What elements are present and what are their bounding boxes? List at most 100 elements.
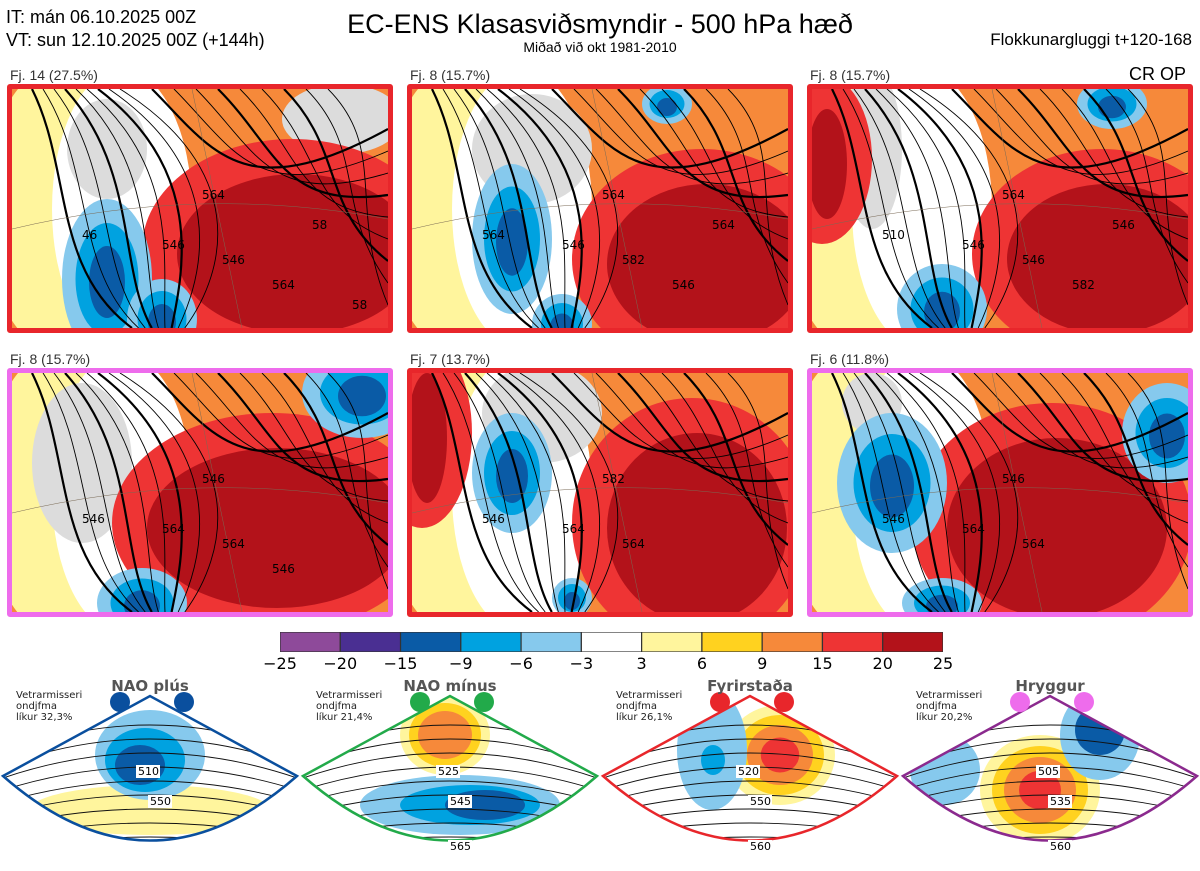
- height-contour: [86, 89, 388, 328]
- contour-label: 58: [352, 298, 367, 312]
- colorbar-bin: [641, 632, 703, 652]
- height-contour: [303, 836, 597, 841]
- regime-ridge: 505 535 560 Hryggur Vetrarmisseri ondjfma …: [900, 675, 1200, 871]
- contour-label: 582: [622, 253, 645, 267]
- regime-nao-plus: 510 550 NAO plús Vetrarmisseri ondjfma lí…: [0, 675, 300, 871]
- regime-info: Vetrarmisseri ondjfma líkur 20,2%: [916, 690, 982, 723]
- page-title: EC-ENS Klasasviðsmyndir - 500 hPa hæð: [347, 9, 853, 39]
- height-contour: [903, 780, 1197, 804]
- regime-prob: líkur 21,4%: [316, 712, 373, 723]
- height-contour: [86, 373, 388, 612]
- anomaly-positive-strong: [418, 711, 472, 759]
- contour-label-bg: [1036, 765, 1060, 778]
- contour-label: 564: [202, 188, 225, 202]
- regime-marker-dot: [710, 692, 730, 712]
- height-contour: [3, 752, 297, 780]
- contour-label: 520: [738, 765, 759, 778]
- colorbar-tick-label: −6: [509, 654, 533, 673]
- anomaly-strong-positive: [812, 109, 847, 219]
- panel-label: Fj. 8 (15.7%): [410, 67, 491, 83]
- regime-season: Vetrarmisseri: [916, 690, 983, 701]
- contour-label: 546: [1002, 472, 1025, 486]
- height-contour: [886, 89, 1188, 328]
- anomaly-negative-deep: [148, 304, 176, 328]
- contour-label: 582: [1072, 278, 1095, 292]
- anomaly-negative-deep: [1149, 413, 1185, 459]
- cluster-map-panel: 546 564 546 564: [807, 368, 1193, 617]
- height-contour: [303, 752, 597, 780]
- regime-blocking: 520 550 560 Fyrirstaða Vetrarmisseri ondjf…: [600, 675, 900, 871]
- colorbar-bin: [280, 632, 341, 652]
- height-contour: [119, 89, 388, 328]
- colorbar-tick-label: 3: [636, 654, 647, 673]
- anomaly-negative-deep: [564, 592, 580, 610]
- contour-label-bg: [436, 765, 460, 778]
- regime-fan-border: [300, 694, 600, 842]
- panel-label: Fj. 8 (15.7%): [10, 351, 91, 367]
- height-contour: [875, 373, 1188, 612]
- height-contour: [486, 89, 788, 328]
- height-contour: [519, 89, 788, 328]
- graticule-line: [812, 203, 1188, 230]
- regime-season: Vetrarmisseri: [616, 690, 683, 701]
- height-contour: [431, 373, 788, 612]
- height-contour: [831, 89, 1188, 328]
- regime-title: Hryggur: [1015, 677, 1085, 695]
- height-contour: [897, 373, 1188, 612]
- greenland-land: [32, 383, 132, 543]
- regime-fan-border: [900, 694, 1200, 842]
- regime-map: 505 535 560: [900, 692, 1200, 853]
- contour-label: 546: [562, 238, 585, 252]
- classification-window: Flokkunargluggi t+120-168: [990, 30, 1192, 49]
- colorbar-tick-label: 20: [872, 654, 893, 673]
- contour-label: 565: [450, 840, 471, 853]
- height-contour: [442, 89, 788, 328]
- colorbar-bin: [520, 632, 582, 652]
- contour-label: 510: [882, 228, 905, 242]
- contour-label: 546: [222, 253, 245, 267]
- contour-label: 564: [162, 522, 185, 536]
- crop-label: CR OP: [1128, 64, 1186, 84]
- regime-title: NAO mínus: [403, 677, 497, 695]
- regime-marker-dot: [1010, 692, 1030, 712]
- colorbar-tick-label: 6: [696, 654, 707, 673]
- contour-label: 564: [562, 522, 585, 536]
- anomaly-strong-positive: [947, 438, 1167, 612]
- contour-label: 560: [750, 840, 771, 853]
- contour-label: 564: [222, 537, 245, 551]
- height-contour: [831, 373, 1188, 612]
- colorbar-tick-label: −15: [383, 654, 418, 673]
- regime-marker-dot: [474, 692, 494, 712]
- contour-label: 546: [1022, 253, 1045, 267]
- cluster-map-panel: 564 546 564 582 546 564: [407, 84, 793, 333]
- height-contour: [108, 89, 388, 328]
- graticule-line: [591, 373, 643, 612]
- regime-months: ondjfma: [616, 701, 657, 712]
- height-contour: [42, 89, 388, 328]
- contour-label: 546: [962, 238, 985, 252]
- regime-map: 525 545 565: [300, 692, 600, 853]
- regime-marker-dot: [410, 692, 430, 712]
- greenland-land: [282, 89, 388, 154]
- regime-months: ondjfma: [316, 701, 357, 712]
- height-contour: [842, 373, 1188, 612]
- graticule-line: [191, 89, 243, 328]
- cluster-map-panel: 546 564 582 564: [407, 368, 793, 617]
- colorbar-bin: [701, 632, 763, 652]
- contour-label: 546: [272, 562, 295, 576]
- anomaly-negative-deep: [657, 98, 677, 116]
- graticule-line: [591, 89, 643, 328]
- anomaly-light-positive: [30, 785, 270, 835]
- height-contour: [442, 373, 788, 612]
- height-contour: [897, 89, 1188, 328]
- page-subtitle: Miðað við okt 1981-2010: [523, 39, 677, 55]
- colorbar-tick-label: −3: [569, 654, 594, 673]
- regime-marker-dot: [174, 692, 194, 712]
- anomaly-negative-deep: [89, 246, 125, 318]
- colorbar-bin: [761, 632, 824, 652]
- map-svg: 510 546 564 546 582 546: [812, 89, 1188, 328]
- anomaly-strong-positive: [177, 174, 388, 328]
- height-contour: [119, 373, 388, 612]
- anomaly-strong-positive: [412, 373, 447, 503]
- contour-label: 564: [962, 522, 985, 536]
